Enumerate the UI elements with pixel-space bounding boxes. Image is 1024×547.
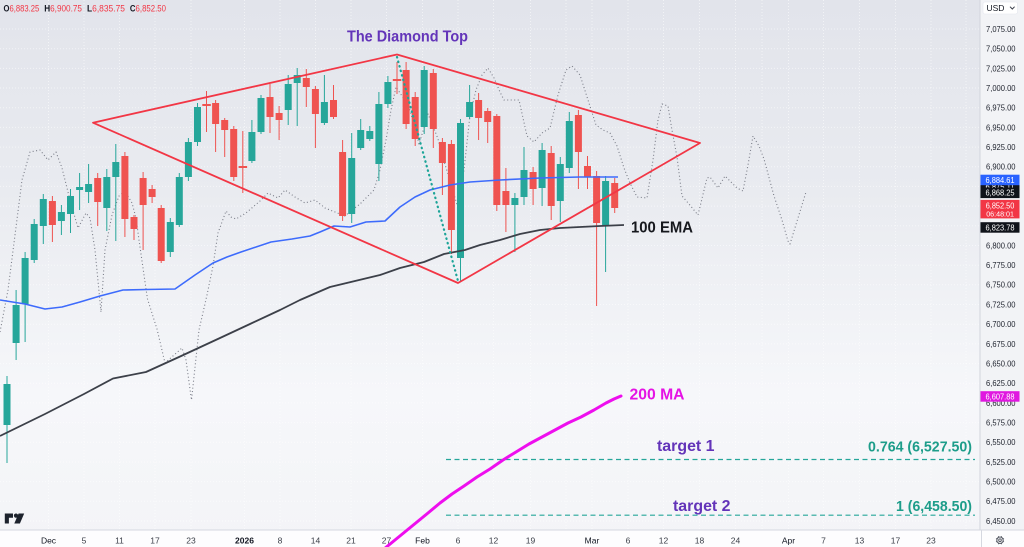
svg-text:6,925.00: 6,925.00 <box>986 143 1016 152</box>
svg-text:6,550.00: 6,550.00 <box>986 438 1016 447</box>
svg-text:12: 12 <box>489 535 499 545</box>
svg-text:6,700.00: 6,700.00 <box>986 320 1016 329</box>
svg-text:11: 11 <box>115 535 124 545</box>
svg-text:18: 18 <box>695 535 705 545</box>
svg-text:The Diamond Top: The Diamond Top <box>347 29 468 46</box>
svg-text:6,675.00: 6,675.00 <box>986 340 1016 349</box>
svg-text:6,500.00: 6,500.00 <box>986 478 1016 487</box>
svg-text:12: 12 <box>659 535 669 545</box>
svg-text:6,525.00: 6,525.00 <box>986 458 1016 467</box>
svg-text:6,875.11: 6,875.11 <box>986 182 1016 191</box>
svg-text:6: 6 <box>626 535 631 545</box>
svg-text:6,868.25: 6,868.25 <box>986 189 1016 198</box>
svg-text:27: 27 <box>382 535 392 545</box>
svg-text:6,625.00: 6,625.00 <box>986 379 1016 388</box>
svg-text:1 (6,458.50): 1 (6,458.50) <box>896 498 972 515</box>
svg-text:USD: USD <box>987 3 1005 13</box>
svg-text:target 1: target 1 <box>657 438 715 455</box>
svg-text:17: 17 <box>891 535 901 545</box>
svg-text:06:48:01: 06:48:01 <box>986 209 1014 218</box>
svg-text:6,600.00: 6,600.00 <box>986 399 1016 408</box>
svg-text:13: 13 <box>855 535 865 545</box>
svg-text:7,075.00: 7,075.00 <box>986 25 1016 34</box>
svg-text:6,575.00: 6,575.00 <box>986 419 1016 428</box>
svg-text:100 EMA: 100 EMA <box>631 220 693 237</box>
svg-text:H6,900.75: H6,900.75 <box>44 3 82 13</box>
svg-text:6,884.61: 6,884.61 <box>986 176 1016 185</box>
svg-text:6,852.50: 6,852.50 <box>986 201 1015 210</box>
svg-text:6,900.00: 6,900.00 <box>986 163 1016 172</box>
svg-text:200 MA: 200 MA <box>630 387 685 404</box>
svg-text:8: 8 <box>278 535 283 545</box>
svg-text:5: 5 <box>82 535 87 545</box>
svg-text:7,050.00: 7,050.00 <box>986 45 1016 54</box>
svg-text:C6,852.50: C6,852.50 <box>130 3 166 13</box>
svg-text:7: 7 <box>821 535 826 545</box>
svg-text:6,607.88: 6,607.88 <box>986 392 1016 401</box>
svg-text:6,650.00: 6,650.00 <box>986 360 1016 369</box>
svg-text:6,450.00: 6,450.00 <box>986 517 1016 526</box>
svg-text:6: 6 <box>456 535 461 545</box>
svg-text:7,000.00: 7,000.00 <box>986 84 1016 93</box>
svg-text:6,823.78: 6,823.78 <box>986 223 1016 232</box>
svg-text:24: 24 <box>731 535 741 545</box>
svg-text:Apr: Apr <box>782 535 795 545</box>
svg-text:19: 19 <box>526 535 536 545</box>
svg-text:6,750.00: 6,750.00 <box>986 281 1016 290</box>
svg-text:7,025.00: 7,025.00 <box>986 64 1016 73</box>
svg-text:23: 23 <box>186 535 196 545</box>
svg-text:6,475.00: 6,475.00 <box>986 497 1016 506</box>
svg-text:2026: 2026 <box>235 535 254 545</box>
svg-text:6,775.00: 6,775.00 <box>986 261 1016 270</box>
svg-text:6,725.00: 6,725.00 <box>986 300 1016 309</box>
svg-text:L6,835.75: L6,835.75 <box>87 3 125 13</box>
svg-text:6,975.00: 6,975.00 <box>986 104 1016 113</box>
svg-text:O6,883.25: O6,883.25 <box>4 3 40 13</box>
svg-text:Feb: Feb <box>415 535 430 545</box>
svg-text:23: 23 <box>926 535 936 545</box>
svg-text:17: 17 <box>150 535 160 545</box>
svg-text:21: 21 <box>346 535 356 545</box>
svg-text:Dec: Dec <box>41 535 57 545</box>
svg-text:6,950.00: 6,950.00 <box>986 123 1016 132</box>
svg-text:14: 14 <box>311 535 321 545</box>
svg-text:6,800.00: 6,800.00 <box>986 241 1016 250</box>
svg-text:0.764 (6,527.50): 0.764 (6,527.50) <box>868 439 972 456</box>
svg-text:Mar: Mar <box>585 535 600 545</box>
svg-text:target 2: target 2 <box>673 498 731 515</box>
